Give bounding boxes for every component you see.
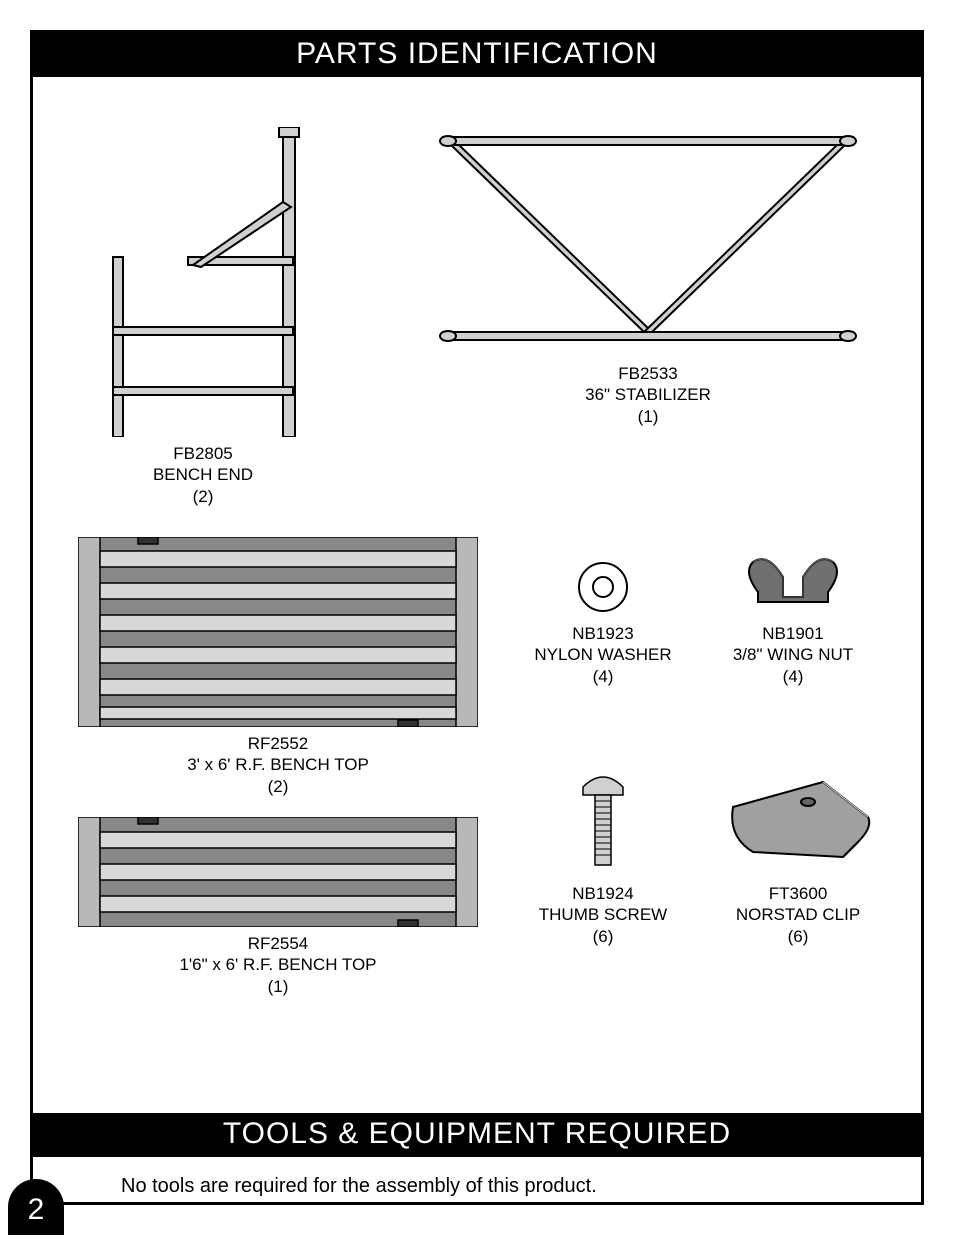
- wingnut-qty: (4): [713, 666, 873, 687]
- stabilizer-qty: (1): [433, 406, 863, 427]
- part-wingnut: NB1901 3/8" WING NUT (4): [713, 547, 873, 687]
- part-clip: FT3600 NORSTAD CLIP (6): [713, 767, 883, 947]
- stabilizer-name: 36" STABILIZER: [433, 384, 863, 405]
- thumbscrew-icon: [523, 767, 683, 877]
- clip-code: FT3600: [713, 883, 883, 904]
- part-bench-top-a: RF2552 3' x 6' R.F. BENCH TOP (2): [78, 537, 478, 797]
- washer-label: NB1923 NYLON WASHER (4): [523, 623, 683, 687]
- bench-top-b-label: RF2554 1'6" x 6' R.F. BENCH TOP (1): [78, 933, 478, 997]
- tools-header: TOOLS & EQUIPMENT REQUIRED: [33, 1113, 921, 1157]
- bench-top-b-code: RF2554: [78, 933, 478, 954]
- part-bench-top-b: RF2554 1'6" x 6' R.F. BENCH TOP (1): [78, 817, 478, 997]
- part-bench-end: FB2805 BENCH END (2): [93, 127, 313, 507]
- bench-top-a-code: RF2552: [78, 733, 478, 754]
- bench-end-name: BENCH END: [93, 464, 313, 485]
- part-stabilizer: FB2533 36" STABILIZER (1): [433, 127, 863, 427]
- clip-icon: [713, 767, 883, 877]
- clip-qty: (6): [713, 926, 883, 947]
- bench-top-a-name: 3' x 6' R.F. BENCH TOP: [78, 754, 478, 775]
- washer-qty: (4): [523, 666, 683, 687]
- thumbscrew-name: THUMB SCREW: [523, 904, 683, 925]
- bench-top-b-qty: (1): [78, 976, 478, 997]
- bench-end-qty: (2): [93, 486, 313, 507]
- stabilizer-icon: [433, 127, 863, 357]
- stabilizer-label: FB2533 36" STABILIZER (1): [433, 363, 863, 427]
- bench-top-b-name: 1'6" x 6' R.F. BENCH TOP: [78, 954, 478, 975]
- bench-top-a-label: RF2552 3' x 6' R.F. BENCH TOP (2): [78, 733, 478, 797]
- tools-text: No tools are required for the assembly o…: [33, 1157, 921, 1198]
- clip-name: NORSTAD CLIP: [713, 904, 883, 925]
- thumbscrew-code: NB1924: [523, 883, 683, 904]
- clip-label: FT3600 NORSTAD CLIP (6): [713, 883, 883, 947]
- washer-name: NYLON WASHER: [523, 644, 683, 665]
- thumbscrew-qty: (6): [523, 926, 683, 947]
- bench-end-icon: [93, 127, 313, 437]
- part-thumbscrew: NB1924 THUMB SCREW (6): [523, 767, 683, 947]
- washer-icon: [523, 557, 683, 617]
- parts-header: PARTS IDENTIFICATION: [33, 33, 921, 77]
- wingnut-icon: [713, 547, 873, 617]
- parts-area: FB2805 BENCH END (2): [33, 77, 921, 1113]
- wingnut-name: 3/8" WING NUT: [713, 644, 873, 665]
- wingnut-label: NB1901 3/8" WING NUT (4): [713, 623, 873, 687]
- part-washer: NB1923 NYLON WASHER (4): [523, 557, 683, 687]
- thumbscrew-label: NB1924 THUMB SCREW (6): [523, 883, 683, 947]
- bench-end-code: FB2805: [93, 443, 313, 464]
- wingnut-code: NB1901: [713, 623, 873, 644]
- washer-code: NB1923: [523, 623, 683, 644]
- page-number: 2: [8, 1179, 64, 1235]
- bench-top-a-icon: [78, 537, 478, 727]
- bench-top-a-qty: (2): [78, 776, 478, 797]
- bench-top-b-icon: [78, 817, 478, 927]
- stabilizer-code: FB2533: [433, 363, 863, 384]
- page-frame: PARTS IDENTIFICATION: [30, 30, 924, 1205]
- bench-end-label: FB2805 BENCH END (2): [93, 443, 313, 507]
